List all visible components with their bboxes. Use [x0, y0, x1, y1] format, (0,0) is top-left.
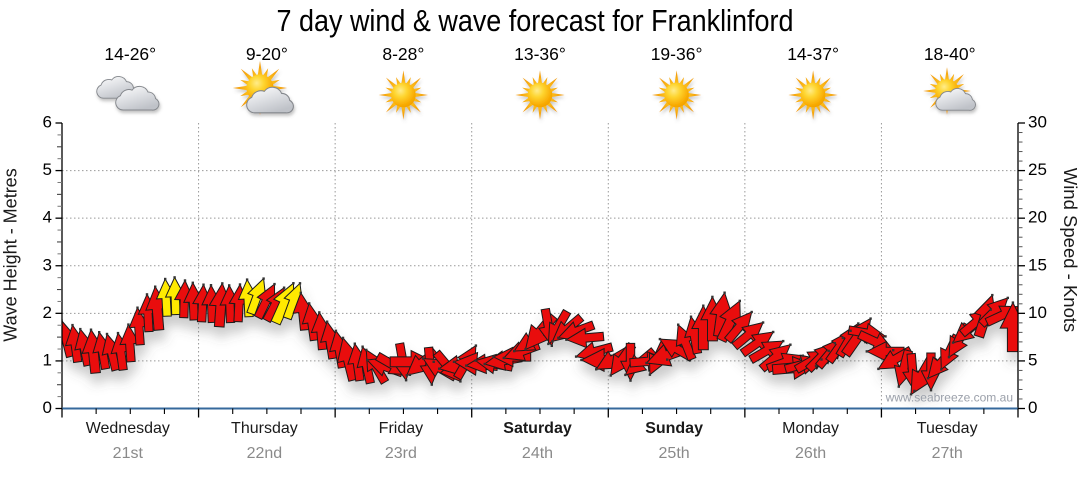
svg-text:5: 5	[1028, 350, 1037, 369]
svg-text:19-36°: 19-36°	[651, 44, 703, 64]
svg-text:0: 0	[43, 398, 52, 417]
svg-text:www.seabreeze.com.au: www.seabreeze.com.au	[885, 391, 1013, 405]
svg-text:25th: 25th	[659, 445, 690, 462]
svg-text:30: 30	[1028, 113, 1047, 132]
svg-text:23rd: 23rd	[385, 445, 417, 462]
svg-text:21st: 21st	[113, 445, 144, 462]
svg-text:0: 0	[1028, 398, 1037, 417]
svg-text:Saturday: Saturday	[503, 420, 572, 437]
svg-text:8-28°: 8-28°	[382, 44, 424, 64]
svg-text:3: 3	[43, 255, 52, 274]
svg-text:6: 6	[43, 113, 52, 132]
svg-text:4: 4	[43, 208, 52, 227]
svg-text:1: 1	[43, 350, 52, 369]
svg-text:Wave Height - Metres: Wave Height - Metres	[1, 168, 21, 341]
svg-text:25: 25	[1028, 160, 1047, 179]
svg-text:Friday: Friday	[379, 420, 423, 437]
svg-text:14-26°: 14-26°	[104, 44, 156, 64]
svg-text:22nd: 22nd	[247, 445, 283, 462]
svg-text:13-36°: 13-36°	[514, 44, 566, 64]
svg-text:26th: 26th	[795, 445, 826, 462]
svg-text:Sunday: Sunday	[645, 420, 703, 437]
svg-text:Monday: Monday	[782, 420, 839, 437]
svg-text:Tuesday: Tuesday	[917, 420, 978, 437]
svg-text:20: 20	[1028, 208, 1047, 227]
svg-text:10: 10	[1028, 303, 1047, 322]
svg-text:5: 5	[43, 160, 52, 179]
svg-text:27th: 27th	[932, 445, 963, 462]
svg-text:7 day wind & wave forecast for: 7 day wind & wave forecast for Franklinf…	[277, 3, 794, 38]
svg-text:18-40°: 18-40°	[924, 44, 976, 64]
svg-text:24th: 24th	[522, 445, 553, 462]
svg-text:Wednesday: Wednesday	[86, 420, 170, 437]
svg-text:Thursday: Thursday	[231, 420, 298, 437]
svg-text:15: 15	[1028, 255, 1047, 274]
svg-text:Wind Speed - Knots: Wind Speed - Knots	[1060, 168, 1080, 333]
svg-text:2: 2	[43, 303, 52, 322]
svg-text:9-20°: 9-20°	[246, 44, 288, 64]
svg-text:14-37°: 14-37°	[787, 44, 839, 64]
